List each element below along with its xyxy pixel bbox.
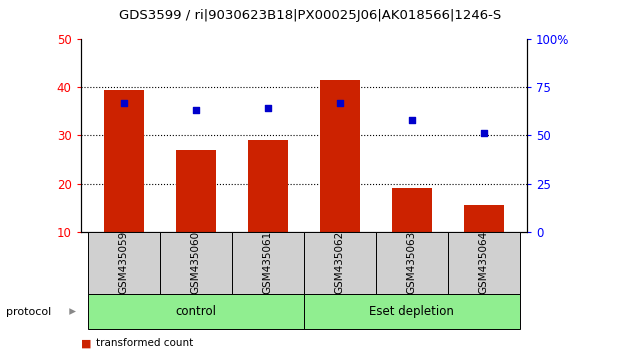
Text: GSM435060: GSM435060 — [191, 231, 201, 295]
Bar — [88, 232, 160, 294]
Text: Eset depletion: Eset depletion — [370, 305, 454, 318]
Bar — [464, 205, 503, 232]
Bar — [320, 80, 360, 232]
Text: GSM435064: GSM435064 — [479, 231, 489, 295]
Text: GDS3599 / ri|9030623B18|PX00025J06|AK018566|1246-S: GDS3599 / ri|9030623B18|PX00025J06|AK018… — [119, 9, 501, 22]
Bar — [304, 232, 376, 294]
Bar — [304, 294, 520, 329]
Text: ■: ■ — [81, 338, 91, 348]
Point — [479, 131, 489, 136]
Bar — [232, 232, 304, 294]
Point — [119, 100, 129, 105]
Point — [191, 108, 201, 113]
Bar — [376, 232, 448, 294]
Text: GSM435059: GSM435059 — [119, 231, 129, 295]
Point — [335, 100, 345, 105]
Bar — [176, 150, 216, 232]
Bar — [104, 90, 144, 232]
Bar — [88, 294, 304, 329]
Text: control: control — [175, 305, 216, 318]
Bar — [448, 232, 520, 294]
Bar — [392, 188, 432, 232]
Text: GSM435063: GSM435063 — [407, 231, 417, 295]
Point — [407, 117, 417, 123]
Bar — [248, 140, 288, 232]
Bar — [160, 232, 232, 294]
Text: GSM435062: GSM435062 — [335, 231, 345, 295]
Text: transformed count: transformed count — [96, 338, 193, 348]
Point — [263, 105, 273, 111]
Text: protocol: protocol — [6, 307, 51, 316]
Text: GSM435061: GSM435061 — [263, 231, 273, 295]
